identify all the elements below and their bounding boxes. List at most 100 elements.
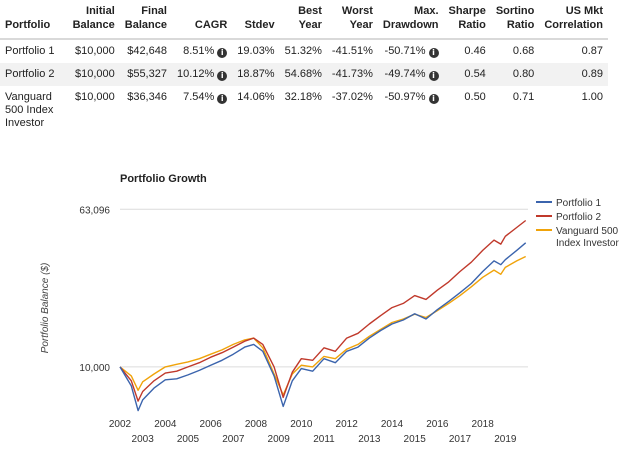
column-header: Final Balance: [119, 0, 172, 40]
cell-value: 0.50: [464, 91, 486, 103]
cell-value: -41.51%: [331, 45, 373, 57]
chart-gridlines: [120, 208, 528, 368]
table-cell: 0.89: [539, 63, 608, 86]
legend-item[interactable]: Portfolio 2: [536, 212, 601, 223]
cell-value: Portfolio 2: [5, 68, 55, 80]
cell-value: Portfolio 1: [5, 45, 55, 57]
column-header: Sortino Ratio: [490, 0, 540, 40]
cell-value: -49.74%: [384, 68, 426, 80]
table-row: Portfolio 2 $10,000 $55,327 10.12% i 18.87% 54…: [0, 63, 608, 86]
table-cell: 0.54: [443, 63, 491, 86]
cell-value: 0.54: [464, 68, 486, 80]
table-cell: 0.71: [491, 86, 540, 135]
column-header: CAGR: [171, 0, 233, 40]
cell-value: 18.87%: [237, 68, 275, 80]
column-header: Max. Drawdown: [377, 0, 444, 40]
table-cell: -41.73%: [326, 63, 378, 86]
cell-value: $42,648: [127, 45, 167, 57]
x-tick-label: 2005: [177, 434, 200, 445]
table-cell: $55,327: [119, 63, 172, 86]
y-axis-ticks: 63,096 10,000: [79, 205, 110, 374]
table-cell: $10,000: [68, 86, 120, 135]
cell-value: 0.80: [512, 68, 535, 80]
info-circle-icon[interactable]: i: [428, 71, 439, 81]
x-tick-label: 2006: [200, 419, 223, 430]
cell-value: $10,000: [75, 91, 115, 103]
column-header: Initial Balance: [67, 0, 120, 40]
table-cell: $10,000: [68, 39, 120, 63]
table-cell: 0.68: [491, 39, 540, 63]
table-body: Portfolio 1 $10,000 $42,648 8.51% i 19.03% 51.…: [0, 39, 608, 135]
table-cell: 8.51% i: [172, 39, 232, 63]
series-line-portfolio-2: [119, 219, 527, 402]
cell-value: -41.73%: [331, 68, 373, 80]
legend-label: Vanguard 500: [556, 226, 619, 237]
y-tick-label: 63,096: [79, 205, 110, 216]
cell-value: $10,000: [75, 68, 115, 80]
table-cell: 51.32%: [280, 39, 327, 63]
column-header: Worst Year: [326, 0, 378, 40]
table-cell: -50.97% i: [378, 86, 444, 135]
chart-legend[interactable]: Portfolio 1 Portfolio 2 Vanguard 500Index …: [536, 198, 619, 249]
x-tick-label: 2012: [336, 419, 359, 430]
x-tick-label: 2007: [222, 434, 245, 445]
cell-value: -50.71%: [384, 45, 426, 57]
table-cell: 10.12% i: [171, 63, 233, 86]
cell-value: -37.02%: [331, 91, 373, 103]
table-cell: $36,346: [120, 86, 172, 135]
x-tick-label: 2017: [449, 434, 472, 445]
cell-value: 14.06%: [237, 91, 275, 103]
x-tick-label: 2015: [404, 434, 427, 445]
info-circle-icon[interactable]: i: [217, 94, 228, 104]
table-cell: 32.18%: [280, 86, 327, 135]
cell-value: 32.18%: [284, 91, 322, 103]
series-line-portfolio-1: [119, 242, 527, 412]
info-circle-icon[interactable]: i: [217, 48, 228, 58]
cell-value: 0.68: [512, 45, 535, 57]
x-tick-label: 2003: [132, 434, 155, 445]
x-tick-label: 2011: [313, 434, 335, 445]
cell-value: -50.97%: [384, 91, 426, 103]
table-cell: -49.74% i: [377, 63, 444, 86]
chart-title: Portfolio Growth: [120, 173, 207, 185]
table-cell: 1.00: [539, 86, 608, 135]
table-cell: 54.68%: [279, 63, 327, 86]
column-header: Portfolio: [0, 0, 68, 40]
legend-item[interactable]: Portfolio 1: [536, 198, 601, 209]
table-cell: -41.51%: [327, 39, 378, 63]
cell-value: 0.46: [464, 45, 486, 57]
x-tick-label: 2009: [268, 434, 291, 445]
info-circle-icon[interactable]: i: [217, 71, 228, 81]
series-line-vanguard-500-index-investor: [119, 255, 527, 396]
legend-label: Portfolio 2: [556, 212, 601, 223]
table-cell: 0.46: [444, 39, 491, 63]
table-cell: 0.80: [490, 63, 540, 86]
info-circle-icon[interactable]: i: [428, 48, 439, 58]
table-cell: $10,000: [67, 63, 120, 86]
table-row: Portfolio 1 $10,000 $42,648 8.51% i 19.03% 51.…: [0, 39, 608, 63]
series-lines: [119, 219, 527, 412]
info-circle-icon[interactable]: i: [428, 94, 439, 104]
portfolio-stats-table: Portfolio Initial Balance Final Balance CAGR S…: [0, 0, 608, 135]
table-cell: 0.50: [444, 86, 491, 135]
x-tick-label: 2010: [290, 419, 313, 430]
table-cell: -37.02%: [327, 86, 378, 135]
x-tick-label: 2019: [494, 434, 517, 445]
x-axis-ticks: 2002 2004 2006 2008 2010 2012 2014 2016 2018 2003…: [109, 419, 517, 445]
y-axis-label: Portfolio Balance ($): [40, 263, 51, 354]
chart-svg: Portfolio Growth Portfolio Balance ($) 6…: [40, 173, 619, 445]
column-header: Stdev: [232, 0, 280, 40]
cell-value: 7.54%: [183, 91, 215, 103]
cell-value: Vanguard 500 Index Investor: [5, 91, 54, 129]
legend-label: Portfolio 1: [556, 198, 601, 209]
table-cell: 18.87%: [232, 63, 280, 86]
table-cell: 0.87: [539, 39, 608, 63]
table-cell: Vanguard 500 Index Investor: [0, 86, 68, 135]
x-tick-label: 2014: [381, 419, 404, 430]
table-cell: $42,648: [120, 39, 172, 63]
column-header: US Mkt Correlation: [539, 0, 608, 40]
table-cell: 19.03%: [232, 39, 279, 63]
cell-value: 54.68%: [284, 68, 322, 80]
cell-value: 1.00: [581, 91, 603, 103]
